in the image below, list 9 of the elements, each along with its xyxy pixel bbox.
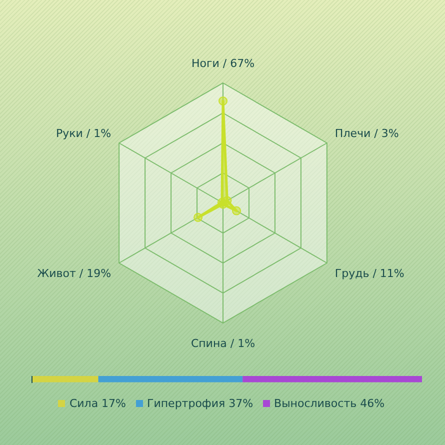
spoke-label: Грудь / 11% xyxy=(334,266,404,280)
spoke-label: Плечи / 3% xyxy=(334,126,399,140)
legend-label: Сила 17% xyxy=(69,397,126,410)
spoke-label: Живот / 19% xyxy=(37,266,112,280)
spoke-label: Спина / 1% xyxy=(190,336,256,350)
legend-label: Выносливость 46% xyxy=(274,397,385,410)
legend-label: Гипертрофия 37% xyxy=(147,397,254,410)
spoke-label: Ноги / 67% xyxy=(191,56,255,70)
spoke-label: Руки / 1% xyxy=(56,126,112,140)
